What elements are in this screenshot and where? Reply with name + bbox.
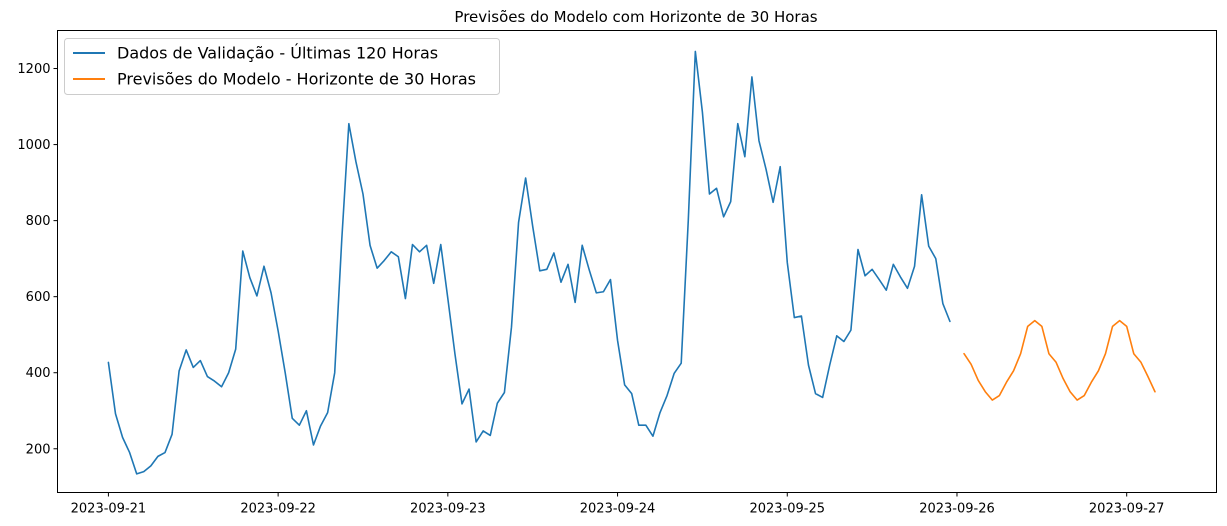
x-tick-label: 2023-09-24 <box>580 502 656 517</box>
series-line-0 <box>107 50 951 475</box>
legend: Dados de Validação - Últimas 120 Horas Pr… <box>64 38 500 95</box>
x-tick-label: 2023-09-21 <box>71 502 147 517</box>
x-tick-label: 2023-09-27 <box>1089 502 1165 517</box>
y-tick-label: 1000 <box>17 138 50 153</box>
y-tick-label: 400 <box>26 366 51 381</box>
plot-frame <box>57 30 1217 493</box>
x-tick-label: 2023-09-25 <box>749 502 825 517</box>
x-tick-label: 2023-09-22 <box>240 502 316 517</box>
y-tick-label: 600 <box>26 290 51 305</box>
x-tick-label: 2023-09-23 <box>410 502 486 517</box>
y-tick-label: 200 <box>26 442 51 457</box>
axes: 2023-09-21 2023-09-22 2023-09-23 2023-09-24… <box>17 62 1164 516</box>
x-tick-label: 2023-09-26 <box>919 502 995 517</box>
y-tick-label: 800 <box>26 214 51 229</box>
chart-title: Previsões do Modelo com Horizonte de 30 … <box>454 8 817 26</box>
legend-label-0: Dados de Validação - Últimas 120 Horas <box>117 44 438 63</box>
y-tick-label: 1200 <box>17 62 50 77</box>
plot-area <box>107 50 1156 475</box>
legend-box <box>64 38 500 95</box>
legend-label-1: Previsões do Modelo - Horizonte de 30 Ho… <box>117 70 476 89</box>
series-line-1 <box>963 319 1156 401</box>
